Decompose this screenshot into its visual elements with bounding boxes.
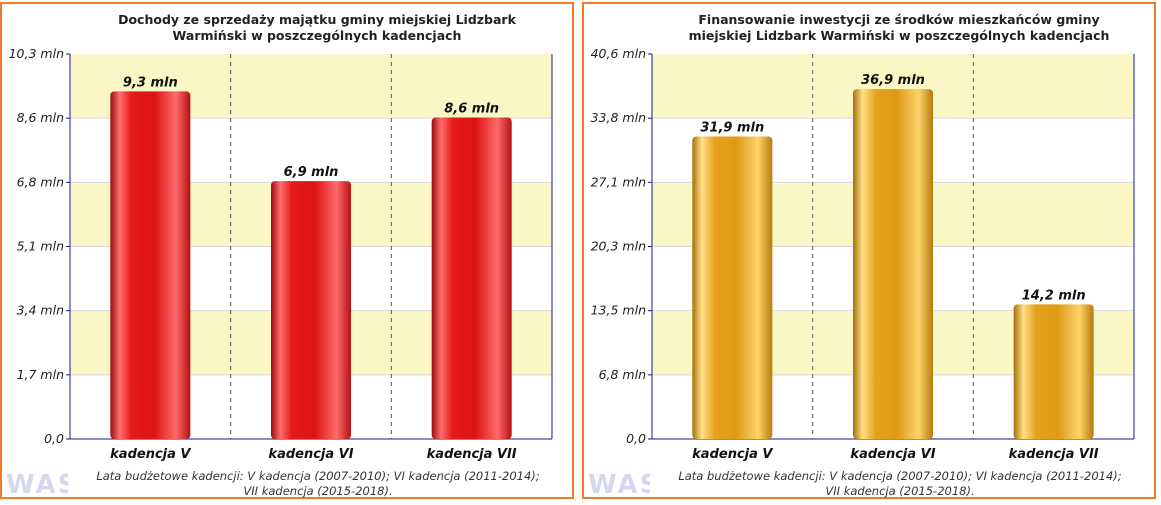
y-tick-label: 27,1 mln <box>591 174 646 189</box>
y-tick-label: 20,3 mln <box>591 239 646 254</box>
y-tick-label: 13,5 mln <box>591 303 646 318</box>
data-label: 8,6 mln <box>444 102 499 117</box>
y-tick-label: 6,8 mln <box>17 174 65 189</box>
x-tick-label: kadencja V <box>692 447 773 462</box>
y-tick-label: 6,8 mln <box>599 367 647 382</box>
chart-panel-resident-funding: Finansowanie inwestycji ze środków miesz… <box>582 2 1156 500</box>
y-tick-label: 10,3 mln <box>9 46 64 61</box>
chart-title: Dochody ze sprzedaży majątku gminy miejs… <box>72 12 562 44</box>
data-label: 6,9 mln <box>284 165 339 180</box>
bar-2 <box>853 89 933 439</box>
data-label: 14,2 mln <box>1022 288 1086 303</box>
bar-1 <box>692 136 773 439</box>
bar-3 <box>1013 304 1094 439</box>
y-tick-label: 33,8 mln <box>591 110 646 125</box>
y-tick-label: 0,0 <box>44 431 64 446</box>
data-label: 31,9 mln <box>700 121 764 136</box>
bar-chart: 0,0 1,7 mln 3,4 mln 5,1 mln 6,8 mln 8,6 mln 10… <box>9 46 553 462</box>
y-tick-label: 1,7 mln <box>17 367 65 382</box>
svg-text:WAS: WAS <box>6 470 68 499</box>
x-tick-label: kadencja VI <box>850 447 935 462</box>
bar-3 <box>431 117 512 439</box>
y-tick-label: 0,0 <box>626 431 646 446</box>
footnote-line-1: Lata budżetowe kadencji: V kadencja (200… <box>96 469 540 483</box>
chart-title-line-2: miejskiej Lidzbark Warmiński w poszczegó… <box>688 28 1110 43</box>
footnote-line-2: VII kadencja (2015-2018). <box>825 484 975 498</box>
y-tick-label: 40,6 mln <box>591 46 646 61</box>
footnote-line-2: VII kadencja (2015-2018). <box>243 484 393 498</box>
chart-title-line-1: Finansowanie inwestycji ze środków miesz… <box>698 12 1100 27</box>
was-logo: WAS <box>588 469 658 503</box>
svg-text:WAS: WAS <box>588 470 650 499</box>
chart-title: Finansowanie inwestycji ze środków miesz… <box>654 12 1144 44</box>
chart-title-line-1: Dochody ze sprzedaży majątku gminy miejs… <box>118 12 516 27</box>
chart-footnote: Lata budżetowe kadencji: V kadencja (200… <box>72 469 564 499</box>
data-label: 36,9 mln <box>861 73 925 88</box>
chart-footnote: Lata budżetowe kadencji: V kadencja (200… <box>654 469 1146 499</box>
bar-2 <box>271 181 351 439</box>
x-tick-label: kadencja VII <box>1009 447 1099 462</box>
bar-chart: 0,0 6,8 mln 13,5 mln 20,3 mln 27,1 mln 33,8 m… <box>591 46 1135 462</box>
y-tick-label: 5,1 mln <box>17 239 65 254</box>
was-logo: WAS <box>6 469 76 503</box>
x-tick-label: kadencja V <box>110 447 191 462</box>
x-tick-label: kadencja VI <box>268 447 353 462</box>
x-tick-label: kadencja VII <box>427 447 517 462</box>
chart-title-line-2: Warmiński w poszczególnych kadencjach <box>172 28 462 43</box>
chart-panel-property-sales: Dochody ze sprzedaży majątku gminy miejs… <box>0 2 574 500</box>
data-label: 9,3 mln <box>123 75 178 90</box>
y-tick-label: 8,6 mln <box>17 110 65 125</box>
footnote-line-1: Lata budżetowe kadencji: V kadencja (200… <box>678 469 1122 483</box>
y-tick-label: 3,4 mln <box>17 303 65 318</box>
bar-1 <box>110 91 191 440</box>
